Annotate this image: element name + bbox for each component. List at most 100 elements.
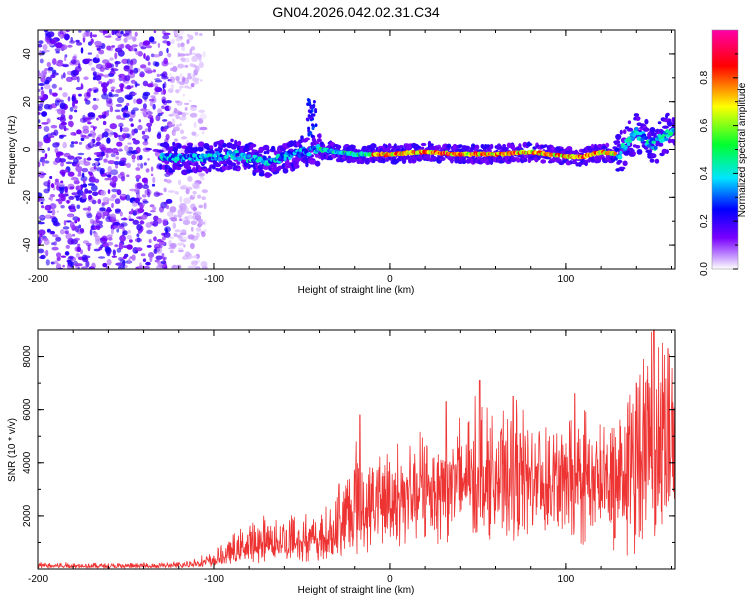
ridge-core: [627, 142, 631, 146]
ridge-halo: [234, 139, 238, 146]
noise-blob: [145, 261, 151, 266]
noise-blob: [85, 242, 92, 247]
noise-blob: [101, 93, 109, 100]
noise-blob: [93, 126, 96, 131]
noise-blob: [116, 141, 123, 147]
noise-blob: [87, 206, 92, 212]
noise-blob: [191, 55, 199, 63]
noise-blob: [126, 149, 133, 156]
noise-blob: [91, 132, 96, 138]
noise-blob: [185, 112, 189, 116]
noise-blob: [107, 189, 111, 194]
noise-blob: [136, 237, 141, 243]
noise-blob: [109, 123, 118, 130]
noise-blob: [67, 214, 74, 218]
noise-blob: [184, 64, 189, 68]
noise-blob: [156, 73, 160, 78]
noise-blob: [134, 188, 140, 194]
noise-blob: [78, 93, 82, 97]
noise-blob: [118, 147, 123, 152]
noise-blob: [106, 174, 112, 178]
noise-blob: [147, 61, 151, 66]
noise-blob: [122, 260, 126, 267]
noise-blob: [51, 217, 58, 224]
noise-blob: [56, 99, 65, 103]
ridge-halo: [157, 149, 164, 153]
noise-blob: [44, 35, 50, 43]
ridge-halo: [185, 165, 192, 171]
noise-blob: [52, 234, 59, 238]
ridge-core: [646, 144, 652, 148]
noise-blob: [81, 167, 89, 173]
noise-blob: [100, 190, 107, 196]
ridge-halo: [635, 116, 641, 121]
noise-blob: [65, 30, 70, 33]
noise-blob: [176, 124, 181, 127]
noise-blob: [62, 63, 70, 68]
noise-blob: [110, 86, 116, 90]
noise-blob: [115, 89, 122, 93]
noise-blob: [116, 115, 122, 120]
noise-blob: [101, 201, 108, 206]
noise-blob: [203, 229, 207, 233]
noise-blob: [104, 111, 107, 115]
noise-blob: [48, 135, 55, 138]
noise-blob: [183, 206, 187, 212]
noise-blob: [170, 217, 178, 222]
noise-blob: [187, 265, 195, 269]
noise-blob: [104, 128, 110, 132]
noise-blob: [106, 45, 112, 51]
noise-blob: [38, 229, 46, 236]
noise-blob: [172, 222, 176, 229]
noise-blob: [140, 162, 144, 169]
ridge-core: [630, 136, 635, 141]
noise-blob: [193, 263, 196, 268]
noise-blob: [77, 170, 82, 176]
ridge-core: [623, 145, 628, 150]
ridge-branch: [305, 117, 309, 122]
noise-blob: [47, 147, 50, 152]
noise-blob: [140, 108, 148, 112]
ridge-halo: [236, 161, 241, 165]
ridge-halo: [381, 157, 386, 164]
noise-blob: [158, 241, 166, 245]
noise-blob: [89, 229, 93, 236]
noise-blob: [184, 57, 190, 63]
noise-blob: [136, 98, 143, 105]
noise-blob: [123, 113, 130, 118]
noise-blob: [177, 179, 182, 186]
noise-blob: [160, 260, 166, 265]
snr-frame: [37, 329, 676, 570]
ridge-halo: [265, 173, 273, 177]
noise-blob: [98, 41, 103, 47]
noise-blob: [91, 67, 96, 71]
noise-blob: [73, 158, 79, 164]
noise-blob: [62, 72, 66, 79]
noise-blob: [126, 58, 131, 65]
noise-blob: [67, 44, 73, 48]
noise-blob: [190, 242, 195, 250]
noise-blob: [146, 83, 155, 88]
noise-blob: [161, 96, 167, 103]
ridge-halo: [502, 144, 506, 148]
noise-blob: [162, 257, 166, 262]
ridge-halo: [177, 164, 184, 167]
ridge-halo: [222, 142, 227, 148]
snr-marks: [38, 330, 675, 569]
noise-blob: [197, 194, 202, 199]
noise-blob: [195, 227, 202, 232]
noise-blob: [55, 151, 61, 158]
noise-blob: [91, 176, 97, 183]
noise-blob: [70, 37, 73, 42]
noise-blob: [180, 239, 187, 242]
noise-blob: [43, 30, 48, 33]
noise-blob: [102, 197, 110, 203]
noise-blob: [85, 99, 91, 105]
noise-blob: [110, 169, 119, 176]
noise-blob: [106, 137, 111, 144]
noise-blob: [59, 187, 65, 194]
noise-blob: [137, 124, 143, 131]
noise-blob: [38, 141, 43, 147]
noise-blob: [60, 180, 64, 184]
